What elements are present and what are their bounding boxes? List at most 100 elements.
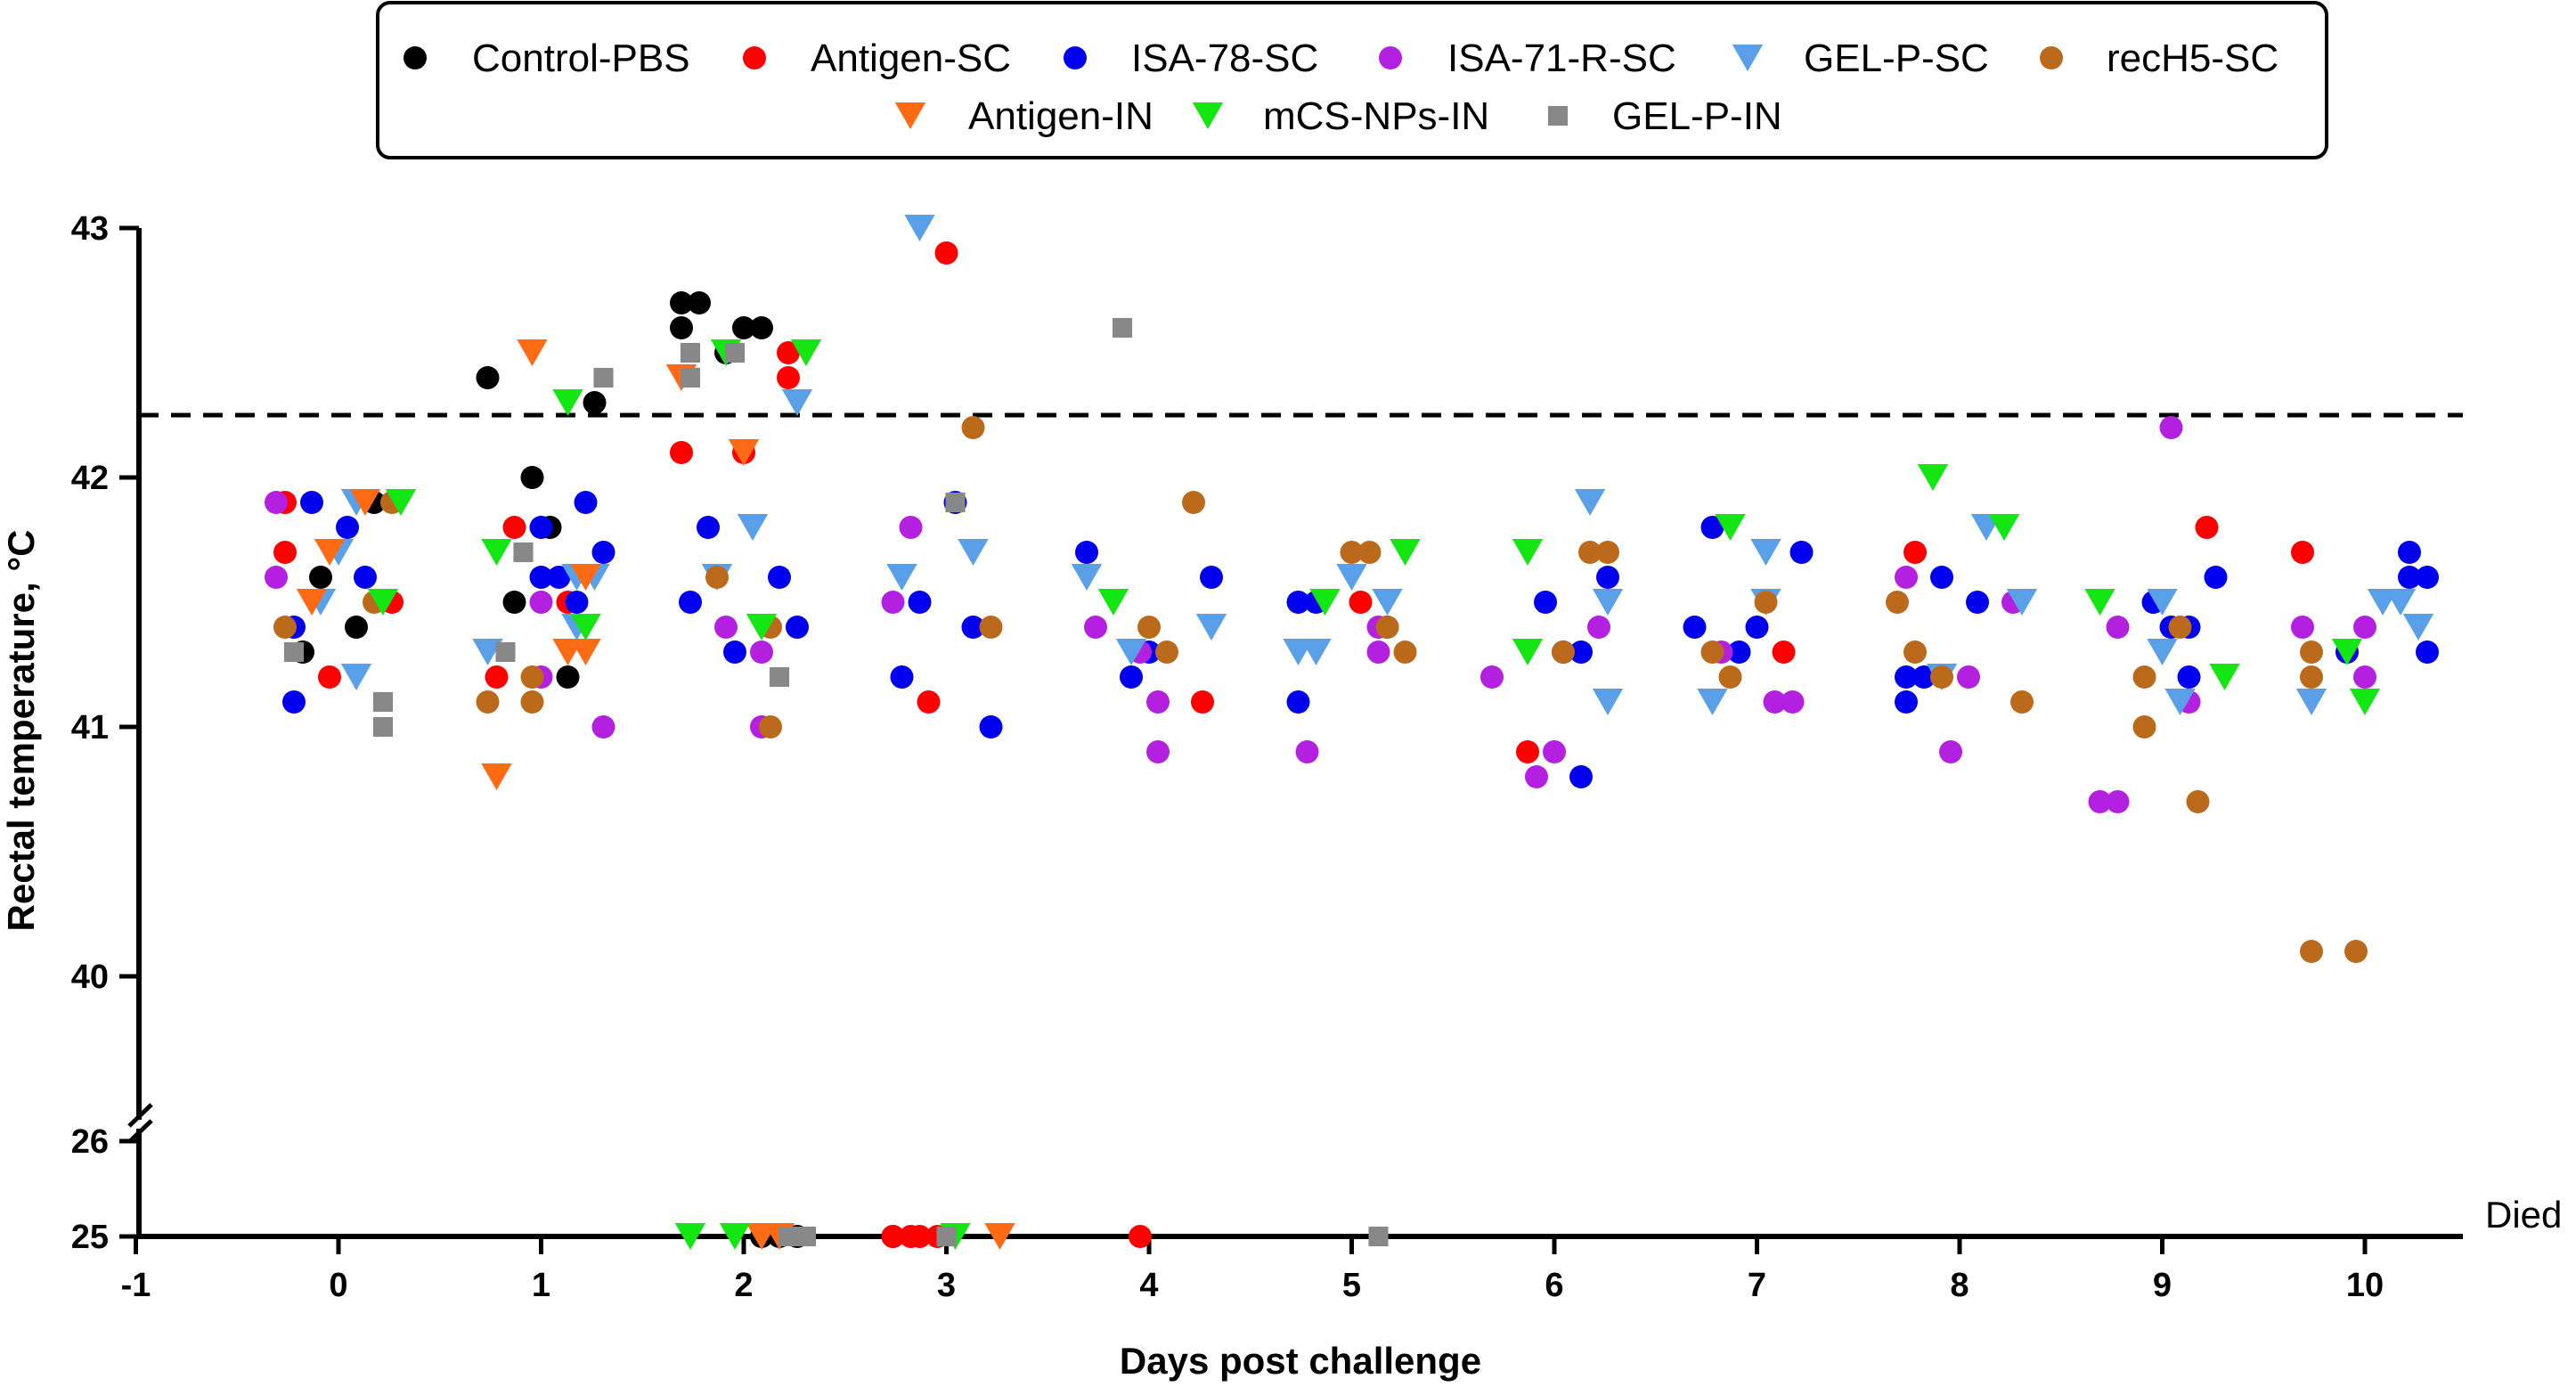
data-point-gel-p-sc [2164,689,2196,715]
data-point-control-pbs [583,391,607,414]
legend-item-antigen-in: Antigen-IN [894,94,1153,138]
legend-item-isa-71-r-sc: ISA-71-R-SC [1379,37,1676,80]
data-point-antigen-in [296,589,328,616]
data-point-isa-78-sc [723,640,746,664]
data-point-control-pbs [670,316,693,339]
died-label: Died [2485,1194,2562,1236]
data-point-isa-71-r-sc [2353,665,2376,689]
data-point-isa-71-r-sc [1587,616,1610,639]
legend-item-isa-78-sc: ISA-78-SC [1064,37,1318,80]
data-point-isa-78-sc [1700,516,1724,539]
data-point-mcs-nps-in [1988,514,2020,541]
data-point-gel-p-in [945,492,966,513]
data-point-rech5-sc [1357,541,1382,564]
data-point-mcs-nps-in [1917,464,1949,491]
y-tick-label: 42 [71,460,109,497]
data-point-gel-p-in [495,641,516,663]
data-point-gel-p-in [795,1226,817,1247]
legend-label: GEL-P-SC [1804,37,1989,80]
data-point-rech5-sc [1552,640,1575,664]
data-point-rech5-sc [705,566,729,589]
x-tick-label: 1 [532,1267,550,1304]
legend-marker [1192,102,1224,129]
data-point-isa-78-sc [574,491,598,514]
data-point-isa-78-sc [1075,541,1098,564]
data-point-rech5-sc [520,690,544,714]
x-tick-label: 2 [734,1267,753,1304]
data-point-mcs-nps-in [367,589,399,616]
data-point-isa-78-sc [354,566,377,589]
data-point-isa-78-sc [908,591,932,614]
data-point-mcs-nps-in [481,539,512,566]
x-tick-label: -1 [121,1267,151,1304]
data-point-isa-78-sc [1286,591,1310,614]
data-point-isa-78-sc [1120,665,1143,689]
data-point-antigen-in [728,439,760,466]
data-point-gel-p-in [372,716,394,738]
data-point-antigen-sc [777,366,800,389]
data-point-rech5-sc [2010,690,2034,714]
data-point-control-pbs [670,291,693,314]
y-tick-label: 25 [71,1219,109,1256]
data-point-rech5-sc [476,690,500,714]
legend-label: Antigen-SC [811,37,1011,80]
data-point-isa-78-sc [1683,616,1707,639]
data-point-gel-p-sc [886,564,917,591]
data-point-isa-71-r-sc [1366,640,1390,664]
data-point-mcs-nps-in [719,1223,751,1250]
data-point-gel-p-in [778,1226,799,1247]
data-point-mcs-nps-in [570,614,601,640]
data-point-antigen-sc [777,341,800,364]
x-ticks: -1 0 1 2 3 4 5 6 7 8 9 10 [121,1236,2384,1304]
data-point-isa-71-r-sc [529,591,553,614]
data-point-mcs-nps-in [2349,689,2381,715]
data-point-isa-78-sc [1930,566,1953,589]
data-point-gel-p-sc [340,664,372,690]
data-point-antigen-sc [1191,690,1214,714]
legend-item-rech5-sc: recH5-SC [2040,37,2278,80]
data-point-gel-p-in [680,367,701,388]
data-point-gel-p-sc [1592,589,1624,616]
data-point-rech5-sc [273,616,297,639]
data-point-isa-78-sc [1895,665,1918,689]
data-point-antigen-sc [908,1225,932,1248]
data-point-isa-78-sc [1745,616,1769,639]
data-point-antigen-in [517,339,548,366]
data-point-rech5-sc [1886,591,1909,614]
data-point-gel-p-sc [1195,614,1227,640]
data-points [265,215,2439,1250]
data-point-control-pbs [309,566,332,589]
data-point-isa-78-sc [529,566,553,589]
data-point-isa-71-r-sc [2106,790,2130,813]
data-point-isa-78-sc [1200,566,1223,589]
data-point-rech5-sc [1393,640,1417,664]
data-point-gel-p-in [1368,1226,1389,1247]
x-tick-label: 6 [1545,1267,1563,1304]
data-point-gel-p-sc [737,514,769,541]
legend-marker [1064,46,1087,69]
data-point-rech5-sc [1718,665,1742,689]
axis-break-mark-1 [127,1103,153,1128]
y-tick-label: 43 [71,210,109,248]
data-point-gel-p-in [724,342,746,363]
data-point-isa-71-r-sc [1295,740,1319,763]
data-point-isa-71-r-sc [1939,740,1962,763]
data-point-rech5-sc [1578,541,1602,564]
data-point-antigen-in [570,639,601,665]
data-point-rech5-sc [1930,665,1953,689]
data-point-gel-p-in [513,542,534,563]
data-point-antigen-sc [502,516,526,539]
data-point-antigen-sc [1772,640,1796,664]
data-point-antigen-sc [934,241,958,265]
data-point-mcs-nps-in [1715,514,1746,541]
x-axis-title: Days post challenge [1120,1340,1481,1382]
data-point-rech5-sc [2344,940,2368,963]
data-point-mcs-nps-in [746,614,778,640]
data-point-isa-71-r-sc [1084,616,1107,639]
data-point-gel-p-in [680,342,701,363]
data-point-gel-p-sc [1071,564,1103,591]
data-point-gel-p-sc [2402,614,2434,640]
legend-label: ISA-78-SC [1131,37,1318,80]
data-point-gel-p-sc [2295,689,2327,715]
data-point-rech5-sc [1340,541,1364,564]
